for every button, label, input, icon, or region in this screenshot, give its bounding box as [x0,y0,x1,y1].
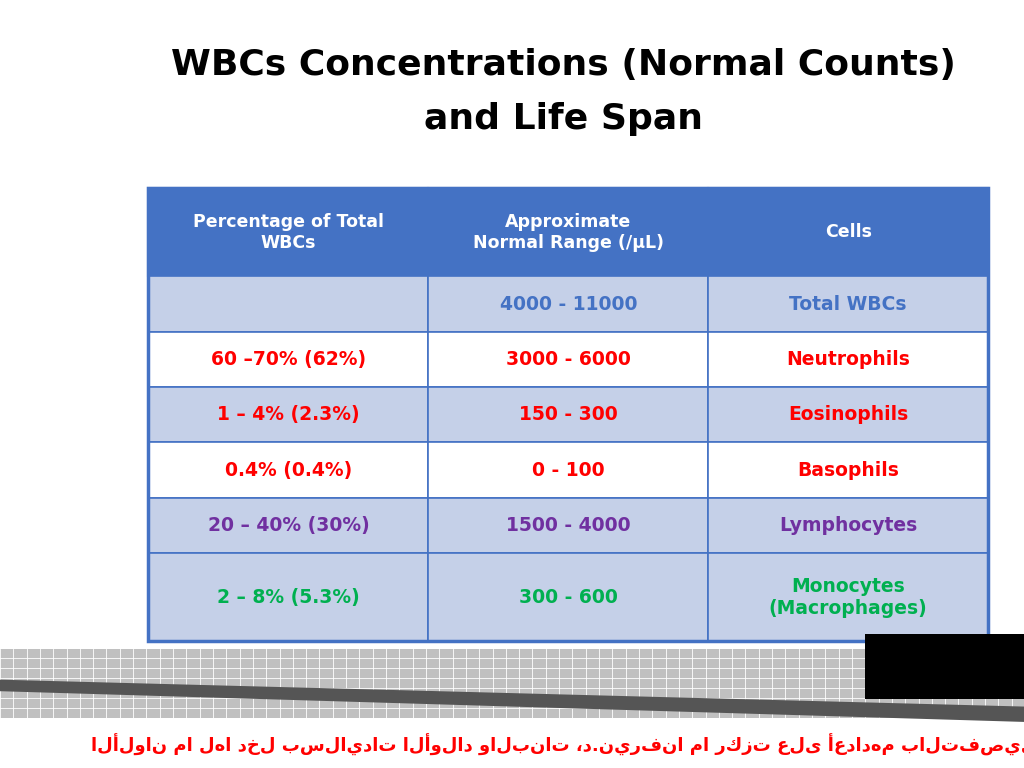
Text: WBCs Concentrations (Normal Counts): WBCs Concentrations (Normal Counts) [171,48,955,82]
FancyBboxPatch shape [709,442,988,498]
Text: Monocytes
(Macrophages): Monocytes (Macrophages) [769,577,928,617]
FancyBboxPatch shape [0,649,1024,718]
Text: 3000 - 6000: 3000 - 6000 [506,350,631,369]
Text: 4000 - 11000: 4000 - 11000 [500,295,637,313]
FancyBboxPatch shape [148,387,428,442]
Text: 60 –70% (62%): 60 –70% (62%) [211,350,366,369]
FancyBboxPatch shape [428,276,709,332]
FancyBboxPatch shape [709,188,988,276]
Text: Total WBCs: Total WBCs [790,295,907,313]
FancyBboxPatch shape [865,634,1024,699]
FancyBboxPatch shape [709,498,988,553]
FancyBboxPatch shape [148,553,428,641]
FancyBboxPatch shape [709,276,988,332]
Text: and Life Span: and Life Span [424,102,702,136]
Text: 1 – 4% (2.3%): 1 – 4% (2.3%) [217,406,359,424]
Text: 0.4% (0.4%): 0.4% (0.4%) [225,461,352,479]
Text: Eosinophils: Eosinophils [788,406,908,424]
FancyBboxPatch shape [428,188,709,276]
FancyBboxPatch shape [148,276,428,332]
Text: الألوان ما لها دخل بسلايدات الأولاد والبنات ،د.نيرفنا ما ركزت على أعدادهم بالتفص: الألوان ما لها دخل بسلايدات الأولاد والب… [90,733,1024,756]
FancyBboxPatch shape [148,188,428,276]
FancyBboxPatch shape [428,442,709,498]
FancyBboxPatch shape [709,332,988,387]
Text: 1500 - 4000: 1500 - 4000 [506,516,631,535]
Text: 150 - 300: 150 - 300 [519,406,617,424]
Text: 20 – 40% (30%): 20 – 40% (30%) [208,516,370,535]
FancyBboxPatch shape [428,387,709,442]
FancyBboxPatch shape [148,498,428,553]
Text: 2 – 8% (5.3%): 2 – 8% (5.3%) [217,588,359,607]
FancyBboxPatch shape [709,553,988,641]
FancyBboxPatch shape [148,332,428,387]
FancyBboxPatch shape [428,332,709,387]
FancyBboxPatch shape [709,387,988,442]
Text: Neutrophils: Neutrophils [786,350,910,369]
Text: Percentage of Total
WBCs: Percentage of Total WBCs [193,213,384,252]
Text: 300 - 600: 300 - 600 [519,588,617,607]
Text: Basophils: Basophils [798,461,899,479]
Text: 0 - 100: 0 - 100 [532,461,604,479]
Text: Lymphocytes: Lymphocytes [779,516,918,535]
FancyBboxPatch shape [428,498,709,553]
FancyBboxPatch shape [148,442,428,498]
FancyBboxPatch shape [428,553,709,641]
Text: Cells: Cells [824,223,871,241]
Text: Approximate
Normal Range (/μL): Approximate Normal Range (/μL) [473,213,664,252]
Polygon shape [0,680,1024,722]
